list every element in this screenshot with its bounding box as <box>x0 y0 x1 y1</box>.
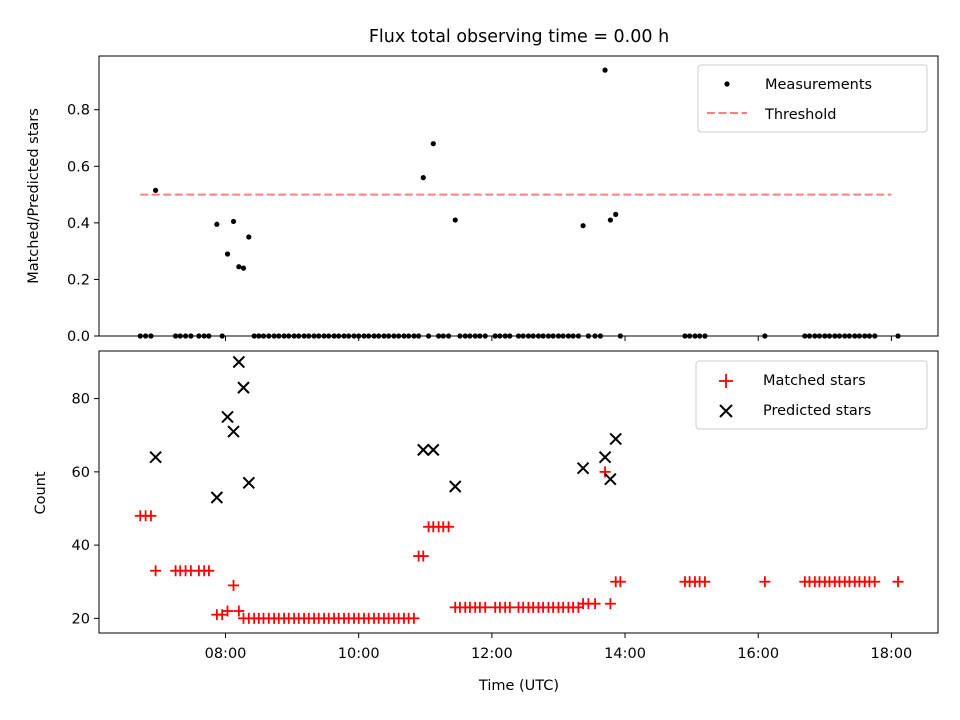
measurement-point <box>214 221 220 227</box>
top-panel: 0.00.20.40.60.8 Matched/Predicted stars … <box>26 55 939 345</box>
top-y-tick-label: 0.6 <box>67 159 90 175</box>
predicted-star-point <box>242 476 256 490</box>
top-axes-frame <box>98 55 939 337</box>
legend-label-matched: Matched stars <box>763 373 866 389</box>
predicted-star-point <box>227 425 240 438</box>
predicted-star-point <box>609 432 622 446</box>
bottom-y-ticks: 20 40 60 80 <box>72 392 99 627</box>
x-tick-label: 18:00 <box>870 646 912 662</box>
top-y-tick-label: 0.4 <box>67 216 90 232</box>
measurement-point <box>152 187 159 193</box>
top-legend: Measurements Threshold <box>697 64 928 133</box>
figure-title: Flux total observing time = 0.00 h <box>369 27 669 47</box>
predicted-star-point <box>417 443 430 457</box>
predicted-star-point <box>237 381 250 394</box>
bottom-y-axis-label: Count <box>33 471 49 514</box>
matched-star-point <box>222 605 234 617</box>
matched-star-point <box>203 565 215 577</box>
bottom-data-marks <box>134 355 904 624</box>
measurement-point <box>224 251 231 257</box>
predicted-star-point <box>232 355 246 369</box>
matched-star-point <box>228 579 240 591</box>
top-y-tick-label: 0.2 <box>67 272 90 288</box>
measurement-point <box>240 265 247 271</box>
bottom-x-ticks: 08:00 10:00 12:00 14:00 16:00 18:00 <box>205 633 912 662</box>
x-axis-label: Time (UTC) <box>478 678 559 694</box>
predicted-star-point <box>576 461 590 475</box>
predicted-star-point <box>449 480 462 493</box>
predicted-star-point <box>427 443 440 457</box>
bottom-y-tick-label: 20 <box>72 611 90 627</box>
bottom-y-tick-label: 40 <box>72 538 90 554</box>
legend-label-threshold: Threshold <box>764 107 836 123</box>
top-y-tick-label: 0.0 <box>67 329 90 345</box>
measurement-point <box>580 223 586 229</box>
bottom-legend: Matched stars Predicted stars <box>695 360 928 430</box>
matched-star-point <box>892 576 904 588</box>
matched-star-point <box>759 576 771 588</box>
legend-dot-marker <box>724 81 730 87</box>
x-tick-label: 16:00 <box>737 646 779 662</box>
matched-star-point <box>408 612 420 624</box>
bottom-y-tick-label: 60 <box>72 465 90 481</box>
top-legend-box <box>697 64 928 133</box>
predicted-star-point <box>221 410 234 424</box>
predicted-star-point <box>210 491 224 504</box>
measurement-point <box>246 234 252 240</box>
matched-star-point <box>479 601 491 613</box>
matched-star-point <box>150 565 162 577</box>
matched-star-point <box>589 598 601 610</box>
measurement-point <box>613 211 619 217</box>
legend-plus-marker <box>719 374 733 388</box>
matched-star-point <box>614 576 626 588</box>
matched-star-point <box>869 576 881 588</box>
predicted-star-point <box>149 451 162 464</box>
measurement-point <box>230 218 237 225</box>
measurement-point <box>236 264 242 270</box>
matched-star-point <box>233 605 245 617</box>
top-y-tick-label: 0.8 <box>67 103 90 119</box>
x-tick-label: 08:00 <box>205 646 247 662</box>
matched-star-point <box>145 510 157 522</box>
predicted-star-point <box>598 451 612 464</box>
x-tick-label: 12:00 <box>471 646 513 662</box>
legend-x-marker <box>719 404 733 418</box>
matched-star-point <box>699 576 711 588</box>
measurement-point <box>420 175 426 181</box>
predicted-star-point <box>604 472 617 486</box>
measurement-point <box>607 217 613 223</box>
legend-label-predicted: Predicted stars <box>763 403 871 419</box>
bottom-axes-frame <box>98 350 939 634</box>
measurement-point <box>602 67 608 73</box>
matched-star-point <box>417 550 429 562</box>
legend-label-measurements: Measurements <box>765 77 872 93</box>
x-tick-label: 10:00 <box>338 646 380 662</box>
matched-star-point <box>599 466 611 478</box>
measurement-point <box>430 141 436 147</box>
x-tick-label: 14:00 <box>604 646 646 662</box>
top-y-axis-label: Matched/Predicted stars <box>26 108 42 284</box>
bottom-y-tick-label: 80 <box>72 392 90 408</box>
matched-star-point <box>604 598 616 610</box>
top-y-ticks: 0.0 0.2 0.4 0.6 0.8 <box>67 103 99 345</box>
measurement-point <box>452 217 458 223</box>
matched-star-point <box>443 521 455 533</box>
bottom-legend-box <box>695 360 928 430</box>
